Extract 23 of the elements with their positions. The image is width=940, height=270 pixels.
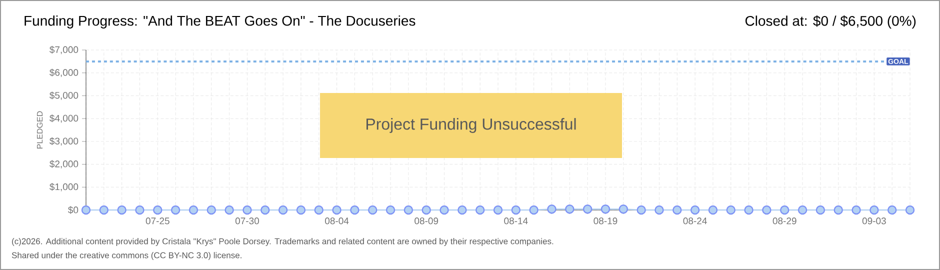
x-tick-label: 08-04	[325, 218, 349, 224]
x-tick-label: 08-19	[594, 218, 618, 224]
y-tick-label: $5,000	[50, 92, 78, 100]
x-tick-label: 08-14	[504, 218, 528, 224]
x-tick-label: 08-29	[772, 218, 796, 224]
y-tick-label: $4,000	[50, 114, 78, 123]
text: Shared under the creative commons (CC BY-NC 3.0) license.	[12, 252, 242, 260]
x-tick-label: 08-09	[414, 218, 438, 224]
y-tick-label: $6,000	[50, 68, 78, 77]
y-tick-label: $3,000	[50, 137, 78, 146]
y-tick-label: $1,000	[50, 183, 78, 192]
y-tick-label: $2,000	[50, 160, 78, 168]
y-tick-label: $7,000	[50, 46, 78, 54]
x-tick-label: 07-30	[235, 218, 259, 224]
y-tick-label: $0	[68, 206, 78, 214]
x-tick-label: 08-24	[683, 218, 707, 224]
text: (c)2026. Additional content provided by Cristala "Krys" Poole Dorsey. Trademarks and related content are owned by their respective companies.	[12, 238, 554, 246]
y-axis-title: PLEDGED	[36, 111, 43, 148]
annotation: Project Funding Unsuccessful	[366, 118, 576, 133]
chart-subtitle: Closed at: $0 / $6,500 (0%)	[745, 15, 916, 29]
x-tick-label: 07-25	[146, 218, 170, 224]
x-tick-label: 09-03	[862, 218, 886, 224]
chart-title: Funding Progress: "And The BEAT Goes On" - The Docuseries	[24, 15, 416, 29]
